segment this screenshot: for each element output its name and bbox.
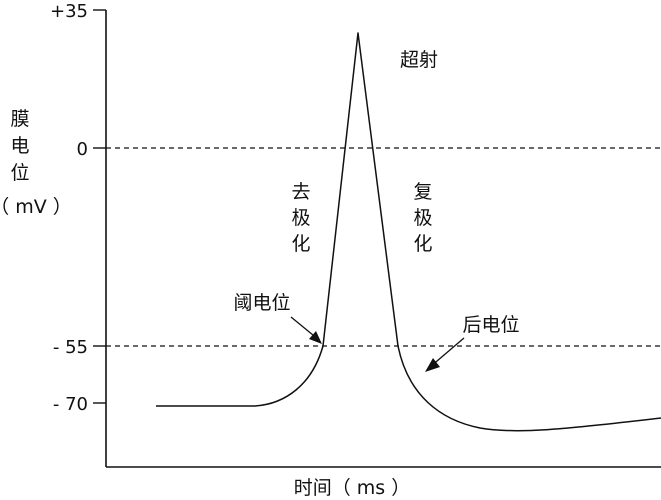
y-tick-label-minus55: - 55 (53, 337, 88, 358)
y-tick-label-plus35: +35 (50, 1, 88, 22)
y-tick-label-minus70: - 70 (53, 394, 88, 415)
y-axis-label-char-1: 膜 (10, 108, 29, 130)
depolarization-char-2: 极 (291, 207, 310, 229)
afterpotential-label: 后电位 (462, 314, 519, 336)
repolarization-char-1: 复 (413, 181, 432, 203)
depolarization-char-3: 化 (291, 233, 310, 255)
afterpotential-arrow-head (425, 358, 440, 372)
action-potential-curve (156, 32, 661, 432)
y-axis-label-char-2: 电 (10, 135, 29, 157)
repolarization-char-2: 极 (413, 207, 432, 229)
y-axis-unit: （ mV ） (0, 196, 72, 218)
x-axis-label: 时间（ ms ） (294, 477, 411, 499)
threshold-label: 阈电位 (233, 292, 290, 314)
depolarization-char-1: 去 (291, 181, 310, 203)
repolarization-char-3: 化 (413, 233, 432, 255)
threshold-arrow-head (309, 331, 322, 344)
y-axis-label-char-3: 位 (10, 162, 29, 184)
overshoot-label: 超射 (400, 49, 438, 71)
y-tick-label-0: 0 (77, 139, 88, 160)
